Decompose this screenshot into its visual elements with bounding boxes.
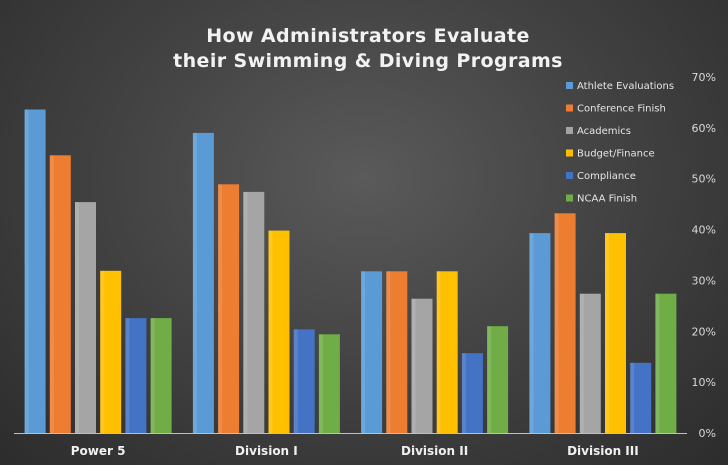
bars — [24, 109, 677, 434]
bar-highlight — [192, 132, 197, 433]
y-tick-label: 40% — [692, 224, 716, 237]
bar-highlight — [436, 271, 441, 433]
legend-swatch-athlete-evaluations — [566, 82, 573, 89]
bar-highlight — [150, 318, 155, 433]
legend-label-compliance: Compliance — [577, 171, 636, 182]
bar-highlight — [605, 233, 609, 433]
bar-highlight — [361, 271, 366, 433]
chart-title-line-2: their Swimming & Diving Programs — [173, 50, 563, 72]
bar-division-ii-athlete-evaluations — [361, 271, 383, 433]
bar-highlight — [293, 329, 298, 433]
bar-highlight — [655, 293, 660, 433]
y-tick-label: 20% — [692, 325, 716, 338]
bar-division-i-compliance — [293, 329, 315, 433]
bar-highlight — [386, 271, 391, 433]
bar-highlight — [100, 270, 105, 433]
legend-label-athlete-evaluations: Athlete Evaluations — [577, 81, 674, 92]
legend-label-academics: Academics — [577, 126, 631, 137]
bar-power-5-compliance — [125, 318, 147, 433]
legend-swatch-conference-finish — [566, 104, 573, 112]
legend-swatch-budget-finance — [566, 149, 573, 157]
bar-division-ii-academics — [411, 298, 433, 433]
y-tick-label: 0% — [699, 427, 716, 440]
x-category-label: Division I — [235, 444, 298, 458]
x-category-label: Division III — [567, 444, 639, 458]
x-category-label: Power 5 — [71, 444, 126, 458]
bar-power-5-budget-finance — [100, 270, 122, 433]
bar-power-5-conference-finish — [49, 155, 71, 434]
bar-highlight — [630, 362, 635, 433]
bar-highlight — [411, 298, 416, 433]
bar-division-ii-conference-finish — [386, 271, 408, 433]
bar-division-iii-conference-finish — [554, 213, 576, 433]
bar-highlight — [579, 293, 584, 433]
bar-division-ii-compliance — [461, 353, 483, 433]
bar-power-5-ncaa-finish — [150, 318, 172, 433]
chart-title-line-1: How Administrators Evaluate — [206, 25, 530, 47]
y-tick-label: 50% — [692, 173, 716, 186]
y-tick-label: 60% — [692, 122, 716, 135]
legend: Athlete Evaluations Conference Finish Acad… — [566, 81, 674, 205]
bar-division-ii-budget-finance — [436, 271, 458, 433]
bar-highlight — [554, 213, 559, 433]
bar-power-5-academics — [75, 202, 96, 433]
x-axis-category-labels: Power 5 Division I Division II Division III — [71, 444, 639, 458]
bar-highlight — [75, 202, 79, 433]
bar-highlight — [318, 334, 323, 433]
x-category-label: Division II — [401, 444, 468, 458]
bar-division-iii-budget-finance — [605, 233, 626, 433]
bar-highlight — [529, 233, 534, 433]
bar-highlight — [218, 184, 223, 433]
y-axis-tick-labels: 0% 10% 20% 30% 40% 50% 60% 70% — [692, 71, 716, 440]
bar-highlight — [24, 109, 29, 433]
y-tick-label: 70% — [692, 71, 716, 84]
bar-highlight — [49, 155, 54, 434]
bar-highlight — [268, 230, 273, 433]
bar-division-i-budget-finance — [268, 230, 290, 433]
bar-division-i-conference-finish — [218, 184, 240, 433]
bar-highlight — [461, 353, 466, 433]
bar-division-i-athlete-evaluations — [192, 132, 214, 433]
legend-label-budget-finance: Budget/Finance — [577, 149, 655, 160]
bar-power-5-athlete-evaluations — [24, 109, 46, 433]
bar-division-iii-athlete-evaluations — [529, 233, 551, 433]
bar-highlight — [243, 191, 248, 433]
bar-division-iii-compliance — [630, 362, 652, 433]
bar-division-iii-ncaa-finish — [655, 293, 677, 433]
legend-swatch-academics — [566, 127, 573, 134]
legend-swatch-compliance — [566, 172, 573, 179]
bar-division-i-ncaa-finish — [318, 334, 340, 433]
bar-division-ii-ncaa-finish — [487, 326, 509, 433]
bar-highlight — [125, 318, 130, 433]
bar-division-i-academics — [243, 191, 265, 433]
bar-highlight — [487, 326, 492, 433]
y-tick-label: 30% — [692, 274, 716, 287]
y-tick-label: 10% — [692, 376, 716, 389]
chart-title: How Administrators Evaluate their Swimmi… — [173, 25, 563, 72]
legend-swatch-ncaa-finish — [566, 194, 573, 202]
bar-division-iii-academics — [579, 293, 601, 433]
legend-label-ncaa-finish: NCAA Finish — [577, 194, 637, 205]
legend-label-conference-finish: Conference Finish — [577, 104, 666, 115]
